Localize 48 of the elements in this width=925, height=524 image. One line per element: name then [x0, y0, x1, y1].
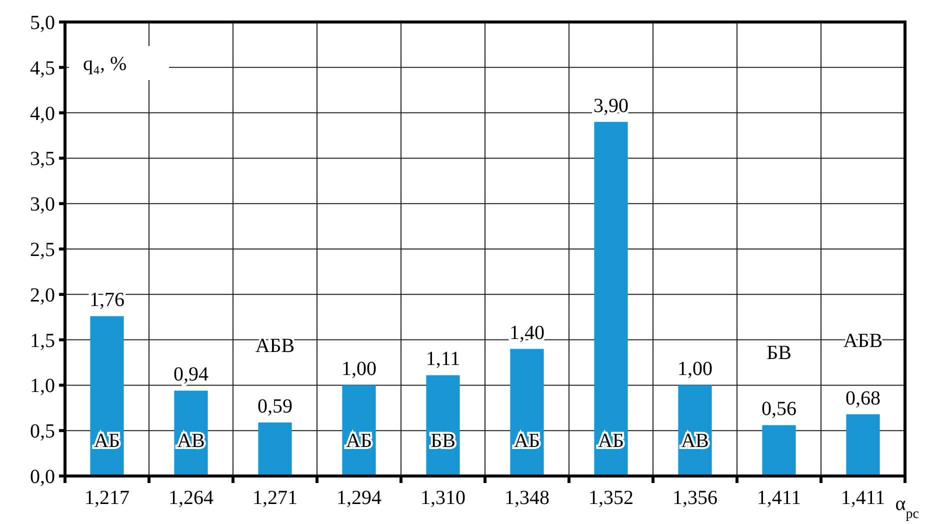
x-tick-label: 1,411 [840, 487, 886, 509]
x-tick-label: 1,310 [420, 487, 466, 509]
annotation: АБ [346, 430, 372, 452]
y-tick-label: 0,0 [30, 466, 55, 488]
annotation: АВ [681, 430, 709, 452]
annotation: БВ [430, 430, 456, 452]
x-tick-label: 1,411 [756, 487, 802, 509]
data-label: 0,59 [258, 395, 292, 418]
data-label: 1,00 [342, 358, 376, 380]
y-tick-label: 1,0 [30, 375, 55, 398]
bar [258, 422, 292, 476]
x-tick-label: 1,348 [504, 487, 550, 509]
bar [846, 414, 880, 476]
data-label: 1,00 [678, 358, 712, 380]
bar [510, 348, 544, 476]
y-tick-label: 2,0 [30, 284, 55, 306]
data-label: 1,11 [426, 348, 460, 370]
data-label: 0,68 [846, 387, 880, 410]
data-label: 1,76 [90, 289, 124, 312]
data-label: 1,40 [510, 322, 544, 344]
data-label: 0,56 [762, 398, 796, 420]
annotation: АБ [514, 430, 540, 452]
x-tick-label: 1,217 [84, 487, 130, 509]
x-tick-label: 1,356 [672, 487, 718, 509]
data-label: 0,94 [174, 364, 208, 386]
bar [762, 425, 796, 476]
x-tick-label: 1,294 [336, 487, 382, 509]
x-tick-label: 1,271 [252, 487, 298, 509]
y-tick-label: 3,0 [30, 194, 55, 216]
y-tick-label: 3,5 [30, 148, 55, 170]
y-tick-label: 5,0 [30, 12, 55, 34]
annotation: АБВ [255, 335, 295, 357]
y-tick-label: 1,5 [30, 330, 55, 352]
annotation: АБ [94, 430, 120, 452]
x-axis-title: α$_{рс}$ [895, 493, 919, 522]
data-label: 3,90 [594, 94, 628, 117]
y-axis-title: q₄, % [83, 53, 127, 75]
x-tick-label: 1,264 [168, 487, 214, 509]
y-tick-label: 4,5 [30, 57, 55, 80]
y-tick-label: 2,5 [30, 239, 55, 261]
y-tick-label: 0,5 [30, 420, 55, 443]
annotation: АБ [598, 430, 624, 452]
y-tick-label: 4,0 [30, 102, 55, 125]
annotation: АВ [177, 430, 205, 452]
annotation: БВ [766, 342, 792, 364]
x-tick-label: 1,352 [588, 487, 634, 509]
bar [594, 122, 628, 476]
bar [90, 316, 124, 476]
